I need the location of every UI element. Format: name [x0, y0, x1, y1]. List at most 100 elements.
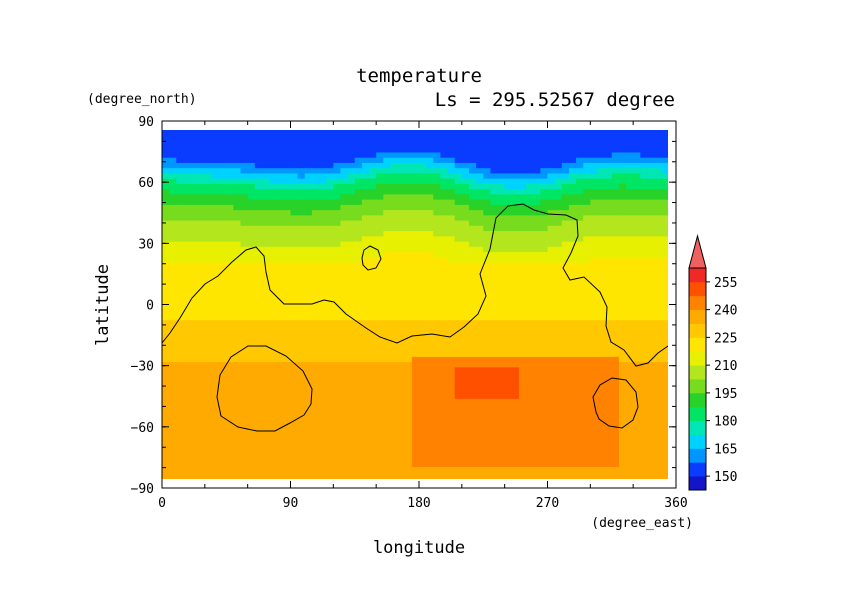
- field-cell: [383, 367, 392, 374]
- field-cell: [426, 456, 434, 463]
- field-cell: [561, 435, 570, 442]
- field-cell: [633, 267, 641, 274]
- field-cell: [311, 220, 320, 227]
- field-cell: [654, 414, 663, 421]
- field-cell: [404, 299, 413, 306]
- field-cell: [661, 288, 668, 295]
- field-cell: [226, 446, 234, 452]
- field-cell: [261, 372, 270, 379]
- field-cell: [283, 419, 292, 426]
- field-cell: [497, 288, 506, 295]
- field-cell: [354, 267, 363, 274]
- field-cell: [497, 283, 506, 290]
- field-cell: [247, 320, 256, 327]
- field-cell: [211, 393, 220, 400]
- field-cell: [461, 346, 470, 353]
- field-cell: [183, 267, 192, 274]
- field-cell: [590, 325, 599, 332]
- field-cell: [297, 136, 306, 143]
- field-cell: [369, 210, 377, 216]
- field-cell: [440, 472, 449, 479]
- field-cell: [204, 362, 213, 369]
- field-cell: [454, 199, 463, 206]
- field-cell: [247, 136, 256, 143]
- field-cell: [404, 225, 413, 232]
- field-cell: [319, 131, 327, 138]
- field-cell: [361, 309, 370, 316]
- field-cell: [518, 477, 527, 479]
- field-cell: [226, 288, 234, 295]
- field-cell: [583, 194, 591, 201]
- field-cell: [511, 383, 520, 389]
- field-cell: [404, 320, 413, 327]
- field-cell: [361, 461, 370, 468]
- field-cell: [490, 472, 499, 479]
- field-cell: [404, 178, 413, 185]
- field-cell: [176, 257, 185, 264]
- field-cell: [490, 147, 499, 154]
- field-cell: [583, 157, 591, 164]
- field-cell: [176, 419, 185, 426]
- field-cell: [383, 215, 392, 222]
- field-cell: [276, 162, 284, 169]
- field-cell: [590, 278, 599, 285]
- field-cell: [219, 461, 227, 468]
- field-cell: [240, 210, 249, 216]
- field-cell: [390, 314, 399, 321]
- field-cell: [404, 294, 413, 300]
- field-cell: [497, 236, 506, 243]
- field-cell: [226, 273, 234, 279]
- field-cell: [354, 472, 363, 479]
- field-cell: [468, 194, 477, 201]
- field-cell: [304, 477, 313, 479]
- field-cell: [490, 183, 499, 190]
- field-cell: [583, 472, 591, 479]
- field-cell: [369, 372, 377, 379]
- field-cell: [511, 283, 520, 290]
- field-cell: [461, 367, 470, 374]
- field-cell: [254, 299, 263, 306]
- field-cell: [447, 404, 456, 410]
- field-cell: [561, 199, 570, 206]
- field-cell: [261, 278, 270, 285]
- field-cell: [254, 162, 263, 169]
- field-cell: [518, 194, 527, 201]
- field-cell: [476, 183, 484, 190]
- field-cell: [397, 278, 406, 285]
- field-cell: [497, 262, 506, 269]
- field-cell: [162, 446, 170, 452]
- field-cell: [447, 252, 456, 258]
- field-cell: [240, 477, 249, 479]
- field-cell: [376, 147, 384, 154]
- field-cell: [440, 351, 449, 358]
- field-cell: [247, 246, 256, 253]
- field-cell: [426, 194, 434, 201]
- field-cell: [247, 430, 256, 437]
- field-cell: [369, 377, 377, 384]
- field-cell: [240, 351, 249, 358]
- field-cell: [604, 157, 613, 164]
- field-cell: [290, 194, 299, 201]
- field-cell: [597, 210, 606, 216]
- field-cell: [454, 162, 463, 169]
- field-cell: [254, 168, 263, 175]
- field-cell: [490, 346, 499, 353]
- field-cell: [618, 252, 627, 258]
- field-cell: [319, 152, 327, 159]
- field-cell: [597, 388, 606, 395]
- field-cell: [411, 189, 420, 195]
- field-cell: [383, 304, 392, 311]
- field-cell: [347, 278, 356, 285]
- field-cell: [597, 246, 606, 253]
- field-cell: [297, 189, 306, 195]
- field-cell: [311, 283, 320, 290]
- field-cell: [347, 335, 356, 342]
- field-cell: [518, 299, 527, 306]
- field-cell: [669, 341, 677, 347]
- field-cell: [454, 231, 463, 237]
- field-cell: [561, 152, 570, 159]
- field-cell: [376, 225, 384, 232]
- field-cell: [476, 278, 484, 285]
- field-cell: [340, 294, 349, 300]
- field-cell: [204, 451, 213, 458]
